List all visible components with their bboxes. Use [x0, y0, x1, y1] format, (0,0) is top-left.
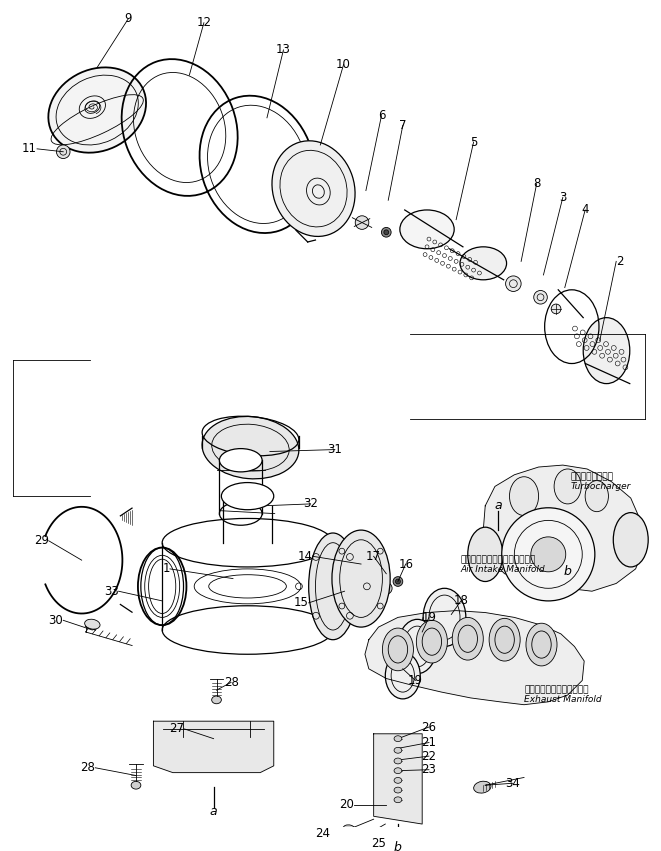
Text: 7: 7	[399, 119, 407, 132]
Text: 6: 6	[377, 110, 385, 123]
Circle shape	[502, 508, 595, 601]
Text: Turbocharger: Turbocharger	[570, 482, 631, 491]
Ellipse shape	[468, 527, 503, 581]
Text: 9: 9	[124, 13, 132, 26]
Ellipse shape	[365, 829, 377, 837]
Text: 23: 23	[422, 763, 436, 776]
Ellipse shape	[383, 628, 413, 671]
Polygon shape	[483, 465, 645, 591]
Text: 24: 24	[315, 827, 330, 840]
Text: a: a	[494, 500, 502, 512]
Text: Air Intake Manifold: Air Intake Manifold	[461, 565, 545, 574]
Ellipse shape	[309, 533, 357, 640]
Text: 31: 31	[327, 443, 342, 456]
Text: 14: 14	[297, 550, 313, 563]
Text: a: a	[210, 805, 217, 818]
Ellipse shape	[394, 778, 402, 783]
Ellipse shape	[452, 617, 483, 660]
Ellipse shape	[585, 481, 608, 511]
Text: 21: 21	[422, 736, 436, 749]
Ellipse shape	[489, 619, 520, 661]
Circle shape	[551, 304, 561, 314]
Ellipse shape	[219, 448, 262, 472]
Polygon shape	[373, 734, 422, 824]
Text: 28: 28	[81, 762, 95, 774]
Text: 19: 19	[422, 611, 436, 624]
Circle shape	[393, 577, 403, 586]
Text: 29: 29	[34, 534, 49, 547]
Ellipse shape	[554, 469, 581, 504]
Ellipse shape	[526, 623, 557, 665]
Ellipse shape	[394, 747, 402, 753]
Circle shape	[381, 582, 392, 594]
Text: Exhaust Manifold: Exhaust Manifold	[524, 695, 602, 705]
Text: ターボチャージャ: ターボチャージャ	[570, 472, 613, 481]
Text: b: b	[564, 565, 572, 579]
Ellipse shape	[394, 758, 402, 764]
Ellipse shape	[400, 210, 454, 248]
Ellipse shape	[460, 247, 506, 280]
Text: 32: 32	[303, 497, 318, 511]
Ellipse shape	[394, 768, 402, 774]
Text: 22: 22	[422, 750, 436, 762]
Text: 16: 16	[398, 557, 413, 570]
Text: 11: 11	[22, 142, 37, 156]
Ellipse shape	[332, 530, 390, 627]
Polygon shape	[153, 721, 274, 773]
Text: 30: 30	[48, 614, 63, 627]
Text: 2: 2	[616, 255, 624, 268]
Circle shape	[384, 230, 389, 235]
Text: 34: 34	[505, 777, 520, 790]
Ellipse shape	[131, 781, 141, 789]
Text: 25: 25	[371, 837, 386, 850]
Text: エアーインテークマニホールド: エアーインテークマニホールド	[461, 556, 536, 565]
Ellipse shape	[48, 67, 146, 152]
Circle shape	[381, 227, 391, 237]
Ellipse shape	[394, 736, 402, 741]
Text: b: b	[394, 841, 402, 851]
Text: 26: 26	[422, 721, 436, 734]
Text: 3: 3	[559, 191, 566, 204]
Text: 4: 4	[582, 203, 589, 216]
Text: 10: 10	[336, 58, 351, 71]
Text: 5: 5	[470, 135, 477, 149]
Text: 19: 19	[408, 674, 423, 687]
Text: 12: 12	[196, 16, 212, 29]
Text: 15: 15	[293, 597, 309, 609]
Text: 27: 27	[169, 722, 184, 735]
Ellipse shape	[398, 620, 437, 674]
Circle shape	[355, 216, 369, 230]
Ellipse shape	[202, 416, 299, 479]
Ellipse shape	[221, 483, 274, 510]
Text: 1: 1	[163, 563, 170, 575]
Text: 17: 17	[366, 550, 381, 563]
Text: 13: 13	[276, 43, 291, 56]
Circle shape	[533, 290, 547, 304]
Text: 18: 18	[453, 594, 469, 608]
Ellipse shape	[423, 588, 466, 647]
Ellipse shape	[212, 696, 221, 704]
Ellipse shape	[272, 140, 355, 237]
Text: 33: 33	[104, 585, 118, 597]
Ellipse shape	[583, 317, 630, 384]
Ellipse shape	[510, 477, 539, 516]
Text: 20: 20	[339, 798, 354, 811]
Polygon shape	[365, 611, 584, 705]
Ellipse shape	[474, 781, 491, 793]
Ellipse shape	[416, 620, 447, 663]
Text: 28: 28	[223, 676, 239, 689]
Ellipse shape	[394, 787, 402, 793]
Circle shape	[506, 276, 521, 291]
Ellipse shape	[85, 620, 100, 629]
Ellipse shape	[385, 653, 420, 699]
Ellipse shape	[343, 825, 356, 835]
Ellipse shape	[613, 512, 648, 567]
Circle shape	[395, 579, 401, 584]
Circle shape	[531, 537, 566, 572]
Circle shape	[56, 145, 70, 158]
Text: エキゾーストマニホールド: エキゾーストマニホールド	[524, 686, 588, 694]
Text: 8: 8	[533, 177, 540, 191]
Ellipse shape	[394, 797, 402, 802]
